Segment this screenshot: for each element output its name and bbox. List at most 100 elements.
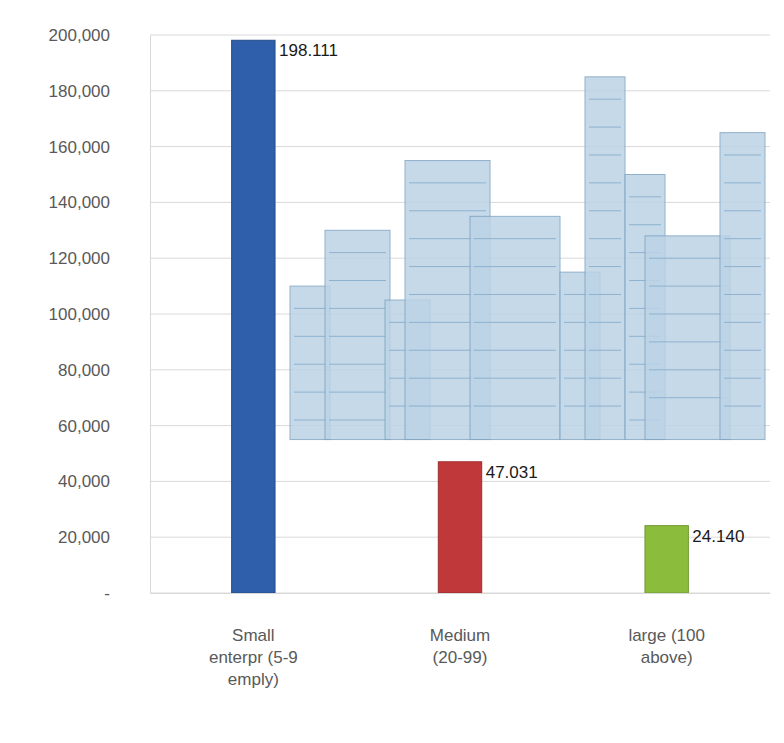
- building-window-row: [724, 378, 761, 379]
- building-window-row: [629, 224, 661, 225]
- building-window-row: [329, 336, 386, 337]
- building: [290, 286, 330, 439]
- building-window-row: [724, 210, 761, 211]
- bar: [645, 526, 688, 593]
- building-window-row: [474, 238, 556, 239]
- grid: [150, 35, 770, 593]
- y-tick: -: [104, 584, 150, 603]
- y-tick-label: 100,000: [49, 305, 110, 324]
- data-label: 24.140: [692, 527, 744, 546]
- y-axis-line: [150, 36, 151, 594]
- y-tick: 80,000: [58, 361, 150, 380]
- building-window-row: [589, 127, 621, 128]
- y-tick-label: 80,000: [58, 361, 110, 380]
- building-window-row: [294, 392, 326, 393]
- x-tick-label-line: large (100: [628, 626, 705, 645]
- building-window-row: [589, 266, 621, 267]
- x-axis: Small enterpr (5-9 emply) Medium (20-99) larg…: [151, 593, 771, 689]
- building-window-row: [649, 286, 726, 287]
- building-window-row: [649, 341, 726, 342]
- building-window-row: [329, 364, 386, 365]
- y-tick-label: 140,000: [49, 193, 110, 212]
- building-window-row: [474, 350, 556, 351]
- x-axis-line: [151, 593, 771, 594]
- x-tick-label-line: emply): [228, 670, 279, 689]
- building-window-row: [724, 350, 761, 351]
- building-window-row: [329, 280, 386, 281]
- building-window-row: [649, 369, 726, 370]
- building: [585, 77, 625, 440]
- y-tick-label: 40,000: [58, 472, 110, 491]
- y-tick-label: 200,000: [49, 26, 110, 45]
- building-window-row: [589, 378, 621, 379]
- data-labels: 198.111 47.031 24.140: [279, 41, 744, 545]
- building-window-row: [649, 397, 726, 398]
- building-window-row: [589, 406, 621, 407]
- building-window-row: [724, 294, 761, 295]
- bar: [438, 462, 481, 593]
- x-tick-label-line: enterpr (5-9: [209, 648, 298, 667]
- building-window-row: [329, 252, 386, 253]
- building-window-row: [589, 294, 621, 295]
- building-window-row: [329, 420, 386, 421]
- building-window-row: [724, 154, 761, 155]
- building-window-row: [629, 196, 661, 197]
- x-tick-label-line: above): [641, 648, 693, 667]
- x-tick-label: Medium (20-99): [430, 626, 490, 667]
- building-window-row: [474, 294, 556, 295]
- y-tick: 20,000: [58, 528, 150, 547]
- building-window-row: [724, 266, 761, 267]
- buildings-decoration: [290, 77, 765, 440]
- building-window-row: [589, 154, 621, 155]
- x-tick-label-line: Medium: [430, 626, 490, 645]
- building-window-row: [724, 182, 761, 183]
- building-window-row: [649, 258, 726, 259]
- building-window-row: [474, 266, 556, 267]
- building-window-row: [589, 210, 621, 211]
- y-tick: 160,000: [49, 138, 150, 157]
- bar: [232, 40, 275, 593]
- y-tick-label: -: [104, 584, 110, 603]
- y-tick: 60,000: [58, 417, 150, 436]
- x-tick: large (100 above): [628, 593, 705, 667]
- y-tick-label: 60,000: [58, 417, 110, 436]
- building-window-row: [589, 238, 621, 239]
- x-tick: Medium (20-99): [430, 593, 490, 667]
- building-window-row: [724, 406, 761, 407]
- data-label: 47.031: [486, 463, 538, 482]
- chart: - 20,000 40,000 60,000 80,000 100,000 120,000 1…: [0, 0, 784, 743]
- building: [720, 133, 765, 440]
- building-window-row: [294, 364, 326, 365]
- y-tick-label: 20,000: [58, 528, 110, 547]
- y-tick: 40,000: [58, 472, 150, 491]
- building-window-row: [409, 210, 486, 211]
- building-window-row: [294, 308, 326, 309]
- y-tick: 200,000: [49, 26, 150, 45]
- building-window-row: [474, 378, 556, 379]
- building-window-row: [589, 99, 621, 100]
- building-window-row: [329, 308, 386, 309]
- building-window-row: [649, 314, 726, 315]
- building: [645, 236, 730, 440]
- x-tick-label-line: (20-99): [433, 648, 488, 667]
- building-window-row: [589, 350, 621, 351]
- y-tick: 180,000: [49, 82, 150, 101]
- building: [470, 216, 560, 439]
- y-tick: 120,000: [49, 249, 150, 268]
- x-tick: Small enterpr (5-9 emply): [209, 593, 298, 689]
- building-window-row: [474, 406, 556, 407]
- building-window-row: [724, 238, 761, 239]
- building-window-row: [474, 322, 556, 323]
- data-label: 198.111: [279, 41, 338, 60]
- building-window-row: [724, 322, 761, 323]
- building-window-row: [294, 420, 326, 421]
- building-window-row: [589, 322, 621, 323]
- y-tick-label: 180,000: [49, 82, 110, 101]
- y-tick: 140,000: [49, 193, 150, 212]
- x-tick-label: large (100 above): [628, 626, 705, 667]
- y-tick: 100,000: [49, 305, 150, 324]
- y-axis: - 20,000 40,000 60,000 80,000 100,000 120,000 1…: [49, 26, 151, 603]
- x-tick-label-line: Small: [232, 626, 275, 645]
- bars: [232, 40, 689, 593]
- building-window-row: [409, 182, 486, 183]
